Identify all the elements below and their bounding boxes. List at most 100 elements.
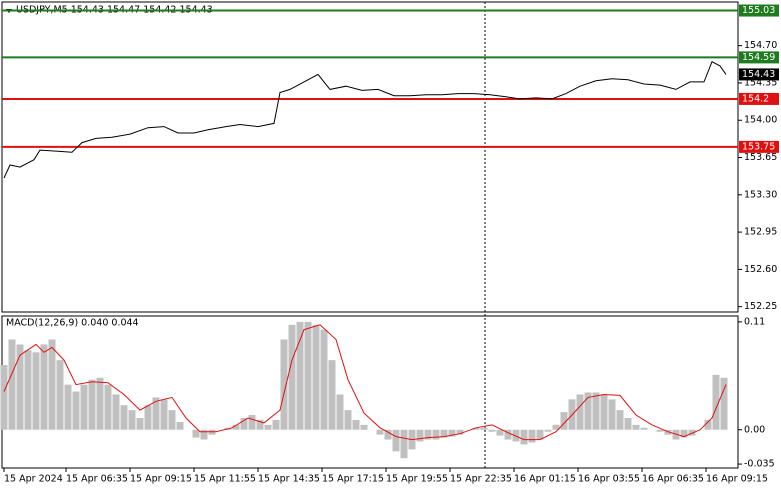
histogram-bar [104, 384, 112, 430]
histogram-bar [560, 412, 568, 430]
y-tick-label: 154.70 [744, 40, 777, 51]
histogram-bar [416, 429, 424, 442]
y-tick-label: 152.60 [744, 264, 777, 275]
histogram-bar [0, 365, 8, 430]
histogram-bar [56, 360, 64, 430]
histogram-bar [128, 410, 136, 430]
histogram-bar [632, 424, 640, 430]
histogram-bar [24, 350, 32, 430]
histogram-bar [616, 410, 624, 430]
x-tick-label: 15 Apr 11:55 [194, 474, 256, 485]
histogram-bar [448, 429, 456, 437]
histogram-bar [160, 399, 168, 430]
y-tick-label: 0.00 [744, 424, 765, 435]
histogram-bar [504, 429, 512, 440]
y-tick-label: 152.95 [744, 227, 777, 238]
histogram-bar [352, 419, 360, 430]
histogram-bar [72, 391, 80, 430]
histogram-bar [112, 394, 120, 430]
histogram-bar [96, 377, 104, 430]
histogram-bar [432, 429, 440, 440]
x-tick-label: 15 Apr 2024 [4, 474, 63, 485]
x-tick-label: 16 Apr 01:15 [514, 474, 576, 485]
histogram-bar [64, 384, 72, 430]
histogram-bar [480, 427, 488, 430]
histogram-bar [232, 424, 240, 430]
histogram-bar [80, 384, 88, 430]
level-label-box [739, 4, 779, 17]
histogram-bar [720, 377, 728, 430]
level-label: 154.2 [742, 93, 769, 104]
y-tick-label: 0.11 [744, 316, 765, 327]
histogram-bar [536, 429, 544, 440]
histogram-bar [576, 394, 584, 430]
last-price-box [739, 68, 779, 81]
histogram-bar [608, 399, 616, 430]
histogram-bar [200, 429, 208, 440]
histogram-bar [656, 429, 664, 432]
histogram-bar [496, 429, 504, 436]
level-label-box [739, 51, 779, 64]
histogram-bar [208, 429, 216, 435]
histogram-bar [8, 339, 16, 430]
histogram-bar [360, 424, 368, 430]
x-tick-label: 15 Apr 09:15 [130, 474, 192, 485]
histogram-bar [272, 419, 280, 430]
histogram-bar [48, 339, 56, 430]
y-tick-label: 153.65 [744, 152, 777, 163]
histogram-bar [392, 429, 400, 452]
histogram-bar [264, 424, 272, 430]
histogram-bar [624, 417, 632, 430]
y-tick-label: -0.035 [744, 459, 775, 470]
histogram-bar [248, 415, 256, 430]
histogram-bar [288, 324, 296, 430]
histogram-bar [600, 394, 608, 430]
x-tick-label: 16 Apr 03:55 [578, 474, 640, 485]
histogram-bar [144, 405, 152, 430]
histogram-bar [152, 397, 160, 430]
level-label: 153.75 [742, 141, 775, 152]
x-tick-label: 15 Apr 19:55 [386, 474, 448, 485]
macd-title: MACD(12,26,9) 0.040 0.044 [6, 318, 139, 329]
y-tick-label: 154.00 [744, 115, 777, 126]
series-line [3, 324, 727, 441]
histogram-bar [344, 410, 352, 430]
last-price-label: 154.43 [742, 69, 775, 80]
histogram-bar [384, 429, 392, 440]
level-label: 155.03 [742, 5, 775, 16]
histogram-bar [328, 360, 336, 430]
histogram-bar [376, 429, 384, 435]
macd-panel [1, 315, 739, 469]
histogram-bar [40, 344, 48, 430]
histogram-bar [584, 392, 592, 430]
histogram-bar [640, 427, 648, 430]
histogram-bar [544, 429, 552, 432]
histogram-bar [472, 427, 480, 430]
level-label-box [739, 92, 779, 105]
histogram-bar [704, 419, 712, 430]
histogram-bar [680, 429, 688, 438]
x-tick-label: 15 Apr 17:15 [322, 474, 384, 485]
histogram-bar [176, 421, 184, 430]
histogram-bar [304, 321, 312, 430]
y-tick-label: 154.35 [744, 77, 777, 88]
x-tick-label: 15 Apr 22:35 [450, 474, 512, 485]
histogram-bar [520, 429, 528, 445]
histogram-bar [456, 429, 464, 435]
histogram-bar [88, 379, 96, 430]
histogram-bar [488, 429, 496, 432]
histogram-bar [296, 321, 304, 430]
y-tick-label: 153.30 [744, 189, 777, 200]
x-tick-label: 16 Apr 06:35 [642, 474, 704, 485]
level-label: 154.59 [742, 52, 775, 63]
histogram-bar [528, 429, 536, 443]
histogram-bar [256, 419, 264, 430]
histogram-bar [192, 429, 200, 438]
y-tick-label: 152.25 [744, 301, 777, 312]
histogram-bar [136, 417, 144, 430]
x-tick-label: 15 Apr 06:35 [66, 474, 128, 485]
histogram-bar [400, 429, 408, 459]
histogram-bar [312, 324, 320, 430]
